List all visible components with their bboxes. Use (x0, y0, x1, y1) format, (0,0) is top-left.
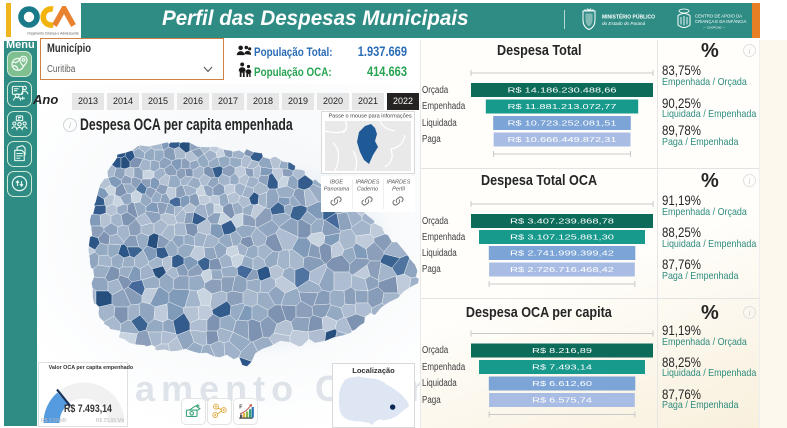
svg-text:R$ 7.493,14: R$ 7.493,14 (532, 363, 592, 372)
svg-text:CRIANÇA E DA INFÂNCIA: CRIANÇA E DA INFÂNCIA (695, 19, 746, 24)
svg-text:R$ 2.741.999.399,42: R$ 2.741.999.399,42 (510, 249, 614, 258)
svg-text:CENTRO DE APOIO DA: CENTRO DE APOIO DA (695, 14, 742, 19)
svg-text:Orçamento Criança e Adolescent: Orçamento Criança e Adolescente (27, 32, 79, 36)
svg-text:R$ 11.881.213.072,77: R$ 11.881.213.072,77 (508, 102, 617, 111)
svg-text:— CAOPCAE —: — CAOPCAE — (703, 26, 725, 30)
svg-text:R$ 6.612,60: R$ 6.612,60 (532, 379, 592, 388)
svg-text:R$ 3.107.125.881,30: R$ 3.107.125.881,30 (510, 233, 614, 242)
svg-text:MINISTÉRIO PÚBLICO: MINISTÉRIO PÚBLICO (602, 13, 655, 21)
svg-text:F: F (239, 405, 243, 411)
svg-text:R$ 10.723.252.081,51: R$ 10.723.252.081,51 (508, 119, 617, 128)
svg-text:R$ 3.407.239.868,78: R$ 3.407.239.868,78 (510, 217, 614, 226)
svg-text:R$ 2.726.716.468,42: R$ 2.726.716.468,42 (510, 265, 614, 274)
svg-text:R$ 8.216,89: R$ 8.216,89 (532, 346, 592, 355)
svg-text:R$ 10.666.449.872,31: R$ 10.666.449.872,31 (508, 135, 617, 144)
svg-text:R$ 14.186.230.488,66: R$ 14.186.230.488,66 (508, 86, 617, 95)
svg-text:R$ 6.575,74: R$ 6.575,74 (532, 396, 592, 405)
svg-text:do Estado do Paraná: do Estado do Paraná (602, 21, 646, 26)
